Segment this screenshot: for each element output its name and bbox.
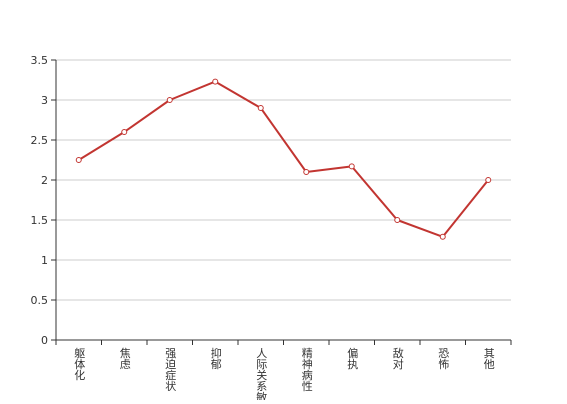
data-point[interactable] [212,78,219,85]
data-point[interactable] [75,157,82,163]
x-tick-label: 偏执 [347,346,358,371]
data-point[interactable] [257,105,264,111]
grid-layer [56,59,511,301]
series-line [78,80,490,238]
label-layer: 0 0.5 1 1.5 2 2.5 3 3.5 躯体化 焦虑 强迫症状 抑郁 人际关系敏感 精神病性 偏执 敌… [31,54,495,404]
data-point[interactable] [485,177,492,183]
data-point[interactable] [121,129,128,135]
y-tick-label: 0.5 [31,294,49,307]
data-point[interactable] [348,163,355,170]
x-tick-label: 抑郁 [211,346,222,371]
y-tick-label: 2.5 [31,134,49,147]
y-tick-label: 3.5 [31,54,49,67]
y-tick-label: 2 [41,174,48,187]
x-tick-label: 其他 [484,347,495,371]
x-tick-label: 躯体化 [74,347,85,382]
x-tick-label: 精神病性 [302,347,313,393]
y-tick-label: 1.5 [31,214,49,227]
x-tick-label: 人际关系敏感 [256,347,267,400]
x-tick-label: 恐怖 [438,347,449,371]
data-point[interactable] [394,217,401,223]
y-tick-label: 1 [41,254,48,267]
data-point[interactable] [439,233,446,240]
series-layer [75,78,492,240]
y-tick-label: 0 [41,334,48,347]
x-tick-label: 敌对 [393,346,404,371]
x-tick-label: 焦虑 [120,347,131,371]
axis-layer [51,59,512,345]
y-tick-label: 3 [41,94,48,107]
data-point[interactable] [166,97,173,103]
data-point[interactable] [303,169,310,175]
x-tick-label: 强迫症状 [165,347,176,393]
